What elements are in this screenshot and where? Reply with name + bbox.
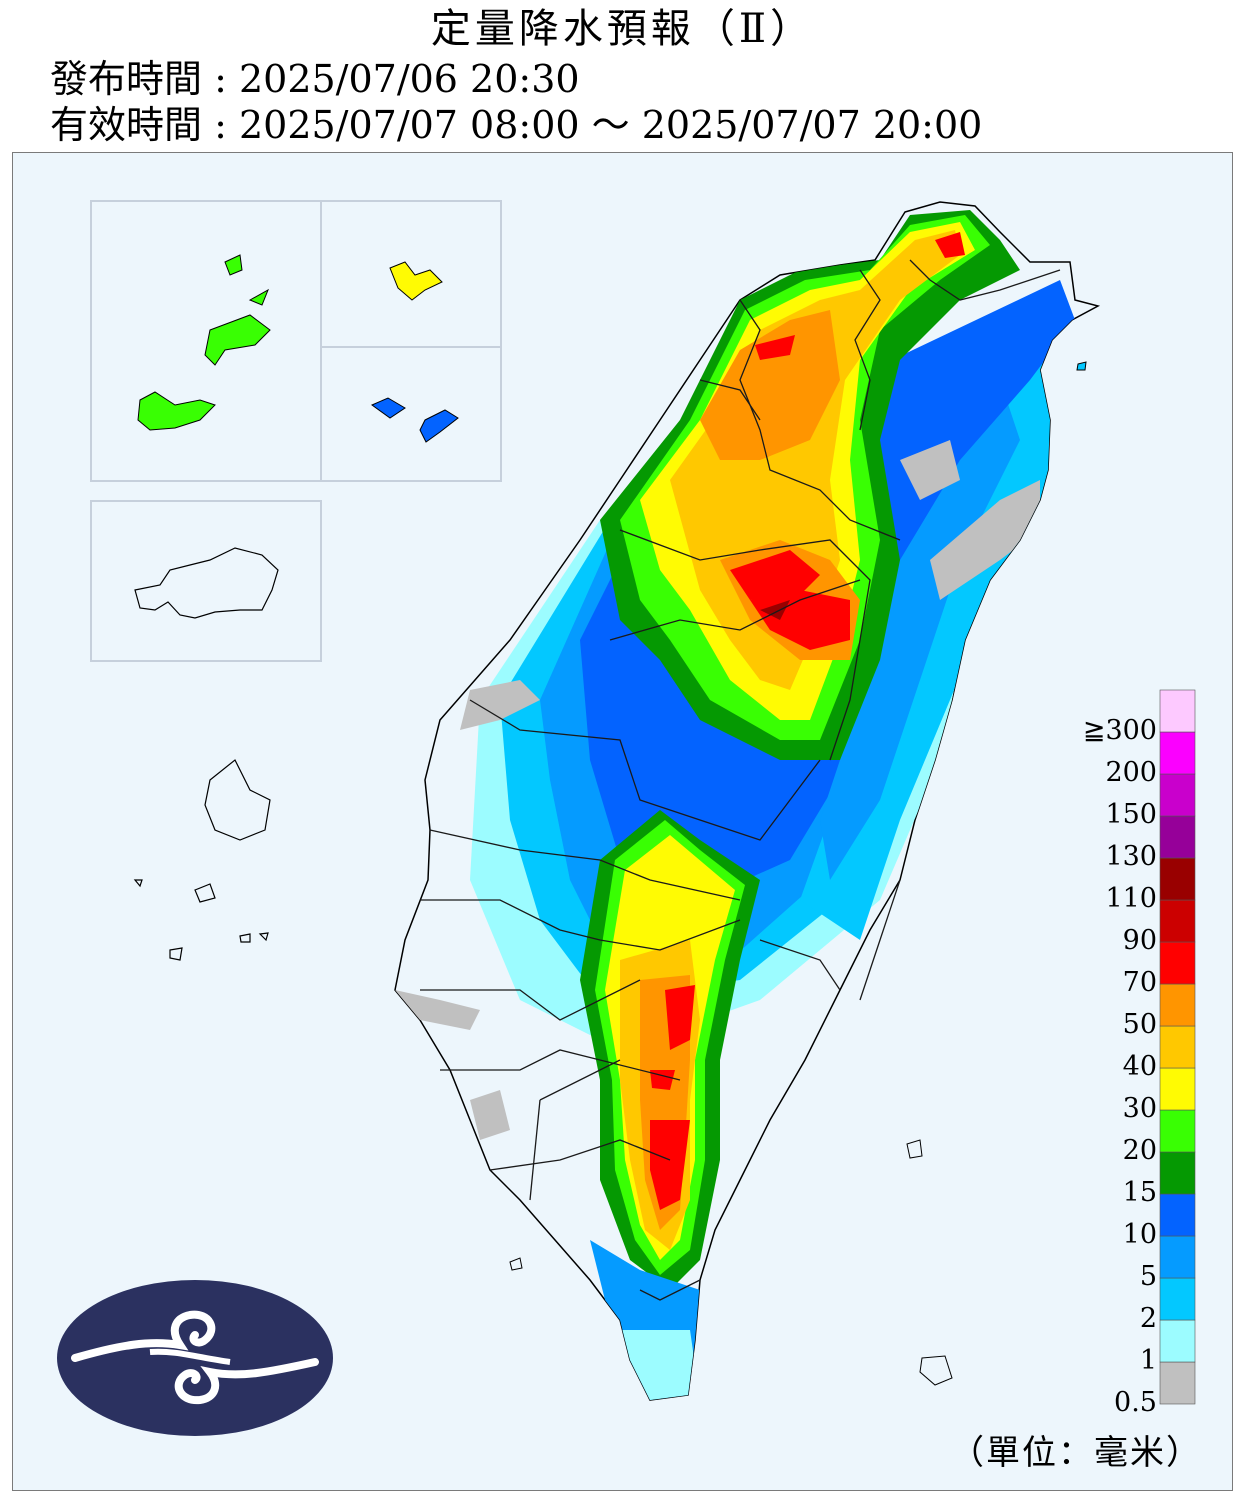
legend-label: 90: [1122, 925, 1157, 956]
kinmen-small: [370, 397, 459, 443]
legend-swatch-1: [1159, 1319, 1196, 1363]
legend-swatch-0: [1159, 1361, 1196, 1405]
green-island: [906, 1139, 923, 1159]
legend-swatch-8: [1159, 1025, 1196, 1069]
legend-label: 110: [1105, 883, 1157, 914]
orchid-island: [919, 1355, 953, 1386]
legend-label: 150: [1105, 799, 1157, 830]
legend-swatch-9: [1159, 983, 1196, 1027]
rainfall-fill: [395, 210, 1075, 1400]
inset-kinmen: [320, 346, 502, 482]
legend-color-bar: [1159, 689, 1196, 1405]
legend-swatch-4: [1159, 1193, 1196, 1237]
legend-label: 130: [1105, 841, 1157, 872]
legend-swatch-15: [1159, 731, 1196, 775]
inset-kinmen-main: [90, 500, 322, 662]
legend-swatch-2: [1159, 1277, 1196, 1321]
legend-swatch-3: [1159, 1235, 1196, 1279]
legend-label: 70: [1122, 967, 1157, 998]
legend-label: 40: [1122, 1051, 1157, 1082]
legend-label: 10: [1122, 1219, 1157, 1250]
legend-label: 0.5: [1114, 1387, 1157, 1418]
legend-label: 50: [1122, 1009, 1157, 1040]
legend-unit: （單位：毫米）: [950, 1433, 1202, 1473]
legend-label: 1: [1139, 1345, 1157, 1376]
legend-label: 15: [1122, 1177, 1157, 1208]
legend-label: 2: [1139, 1303, 1157, 1334]
legend-label: ≧300: [1082, 715, 1157, 746]
legend-swatch-5: [1159, 1151, 1196, 1195]
penghu-islands: [133, 759, 271, 961]
legend-swatch-11: [1159, 899, 1196, 943]
turtle-island: [1076, 361, 1087, 371]
xiaoliuqiu: [509, 1257, 523, 1271]
legend-label: 30: [1122, 1093, 1157, 1124]
legend-label: 20: [1122, 1135, 1157, 1166]
matsu-islands: [137, 254, 271, 431]
legend-swatch-6: [1159, 1109, 1196, 1153]
cwa-logo-icon: [57, 1280, 333, 1436]
legend-swatch-16: [1159, 689, 1196, 733]
legend-swatch-14: [1159, 773, 1196, 817]
county-boundaries: [420, 259, 1061, 1301]
wuqiu-island: [389, 261, 443, 301]
kinmen-outline: [134, 547, 279, 619]
legend-label: 5: [1139, 1261, 1157, 1292]
legend-label: 200: [1105, 757, 1157, 788]
legend-swatch-7: [1159, 1067, 1196, 1111]
map-title: 定量降水預報（Ⅱ）: [430, 6, 815, 52]
inset-matsu: [90, 200, 322, 482]
legend-swatch-12: [1159, 857, 1196, 901]
legend-swatch-10: [1159, 941, 1196, 985]
issue-time: 發布時間 : 2025/07/06 20:30: [50, 57, 580, 101]
valid-time: 有效時間 : 2025/07/07 08:00 ～ 2025/07/07 20:…: [50, 103, 983, 147]
legend-swatch-13: [1159, 815, 1196, 859]
